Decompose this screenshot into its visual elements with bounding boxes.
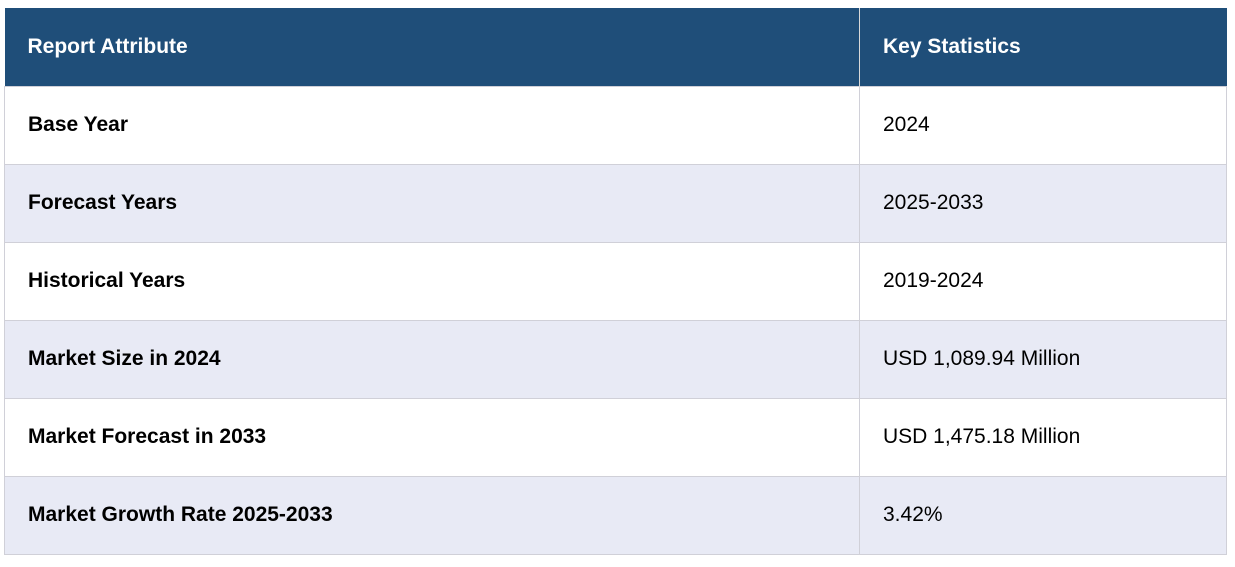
row-value: 2019-2024 xyxy=(859,241,1227,321)
table-row: Market Forecast in 2033 USD 1,475.18 Mil… xyxy=(4,397,1227,477)
row-attribute: Historical Years xyxy=(4,241,860,321)
row-attribute: Market Size in 2024 xyxy=(4,319,860,399)
row-value: 3.42% xyxy=(859,475,1227,555)
row-attribute: Forecast Years xyxy=(4,163,860,243)
row-attribute: Market Growth Rate 2025-2033 xyxy=(4,475,860,555)
table-row: Forecast Years 2025-2033 xyxy=(4,163,1227,243)
table-row: Historical Years 2019-2024 xyxy=(4,241,1227,321)
table-row: Base Year 2024 xyxy=(4,85,1227,165)
row-value: 2025-2033 xyxy=(859,163,1227,243)
report-statistics-table: Report Attribute Key Statistics Base Yea… xyxy=(4,8,1227,555)
row-attribute: Base Year xyxy=(4,85,860,165)
row-attribute: Market Forecast in 2033 xyxy=(4,397,860,477)
row-value: 2024 xyxy=(859,85,1227,165)
table-header-row: Report Attribute Key Statistics xyxy=(4,8,1227,86)
table-row: Market Size in 2024 USD 1,089.94 Million xyxy=(4,319,1227,399)
header-report-attribute: Report Attribute xyxy=(4,8,860,86)
row-value: USD 1,089.94 Million xyxy=(859,319,1227,399)
report-statistics-table-container: Report Attribute Key Statistics Base Yea… xyxy=(4,8,1227,555)
header-key-statistics: Key Statistics xyxy=(859,8,1227,86)
row-value: USD 1,475.18 Million xyxy=(859,397,1227,477)
table-row: Market Growth Rate 2025-2033 3.42% xyxy=(4,475,1227,555)
